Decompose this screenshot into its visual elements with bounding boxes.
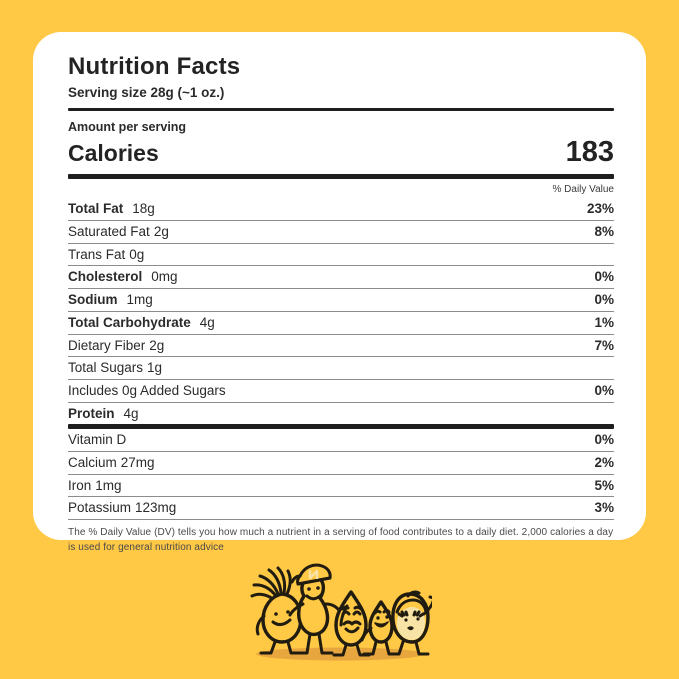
nutrient-daily-value: 0% [594,269,614,285]
nutrient-daily-value: 7% [594,337,614,353]
calories-row: Calories 183 [68,136,614,169]
nutrient-daily-value: 3% [594,500,614,516]
label-title: Nutrition Facts [68,53,241,80]
nutrient-row: Potassium 123mg 3% [68,497,614,521]
nutrient-daily-value: 8% [594,224,614,240]
nutrient-daily-value: 0% [594,432,614,448]
nutrient-amount: 0mg [151,269,178,285]
mascot-characters-svg [250,563,432,661]
nutrient-name: Total Fat [68,201,124,217]
nutrient-name: Total Carbohydrate [68,314,191,330]
nutrient-name: Protein [68,405,115,421]
nutrient-name: Calcium [68,454,117,470]
nutrient-name: Cholesterol [68,269,143,285]
nutrient-row: Sodium 1mg 0% [68,289,614,312]
nutrient-name: Sodium [68,292,118,308]
nutrient-name: Total Sugars [68,360,144,376]
serving-size: Serving size 28g (~1 oz.) [68,85,225,101]
nutrient-amount: 123mg [135,500,177,516]
mascot-spiky-seed [250,566,303,655]
divider-bar-top [68,108,614,112]
nutrient-daily-value: 0% [594,292,614,308]
nutrient-name: Dietary Fiber [68,337,146,353]
divider-bar-protein [68,424,614,430]
nutrient-amount: 18g [132,201,155,217]
nutrient-row: Trans Fat0g0% [68,244,614,267]
mascot-peanut-cap [288,563,343,655]
nutrient-daily-value: 0% [594,382,614,398]
nutrient-rows: Total Fat 18g 23% Saturated Fat 2g 8% Trans Fa… [68,198,614,521]
nutrient-amount: 1mg [95,477,122,493]
nutrient-daily-value: 23% [586,201,614,217]
mascot-illustration [248,552,432,664]
nutrition-facts-label: Nutrition Facts Serving size 28g (~1 oz.… [33,32,646,553]
nutrient-row: Calcium 27mg 2% [68,452,614,475]
mascot-hazelnut-girl [388,590,432,656]
nutrient-name: Saturated Fat [68,224,150,240]
nutrient-row: Saturated Fat 2g 8% [68,221,614,244]
nutrient-row: Includes 0g Added Sugars 0% [68,380,614,403]
nutrient-name: Includes 0g Added Sugars [68,382,226,398]
nutrient-row: Protein4g0% [68,403,614,425]
nutrient-amount: 2g [149,337,165,353]
daily-value-header: % Daily Value [552,184,614,196]
nutrient-name: Trans Fat [68,246,126,262]
calories-value: 183 [565,136,614,169]
nutrient-amount: 1g [147,360,163,376]
nutrient-amount: 4g [199,314,215,330]
nutrient-row: Total Sugars1g0% [68,357,614,380]
nutrient-name: Vitamin D [68,432,127,448]
nutrient-amount: 1mg [126,292,153,308]
nutrient-amount: 2g [153,224,169,240]
nutrient-row: Vitamin D 0% [68,429,614,452]
nutrient-amount: 4g [123,405,139,421]
nutrient-row: Iron 1mg 5% [68,475,614,498]
nutrient-name: Iron [68,477,92,493]
nutrient-row: Total Carbohydrate 4g 1% [68,312,614,335]
calories-label: Calories [68,140,159,167]
nutrient-row: Dietary Fiber 2g 7% [68,335,614,358]
nutrient-row: Total Fat 18g 23% [68,198,614,222]
nutrient-daily-value: 2% [594,454,614,470]
mascot-almond-mustache [332,590,371,657]
nutrient-amount: 27mg [120,454,155,470]
nutrient-daily-value: 5% [594,477,614,493]
nutrient-amount: 0g [129,246,145,262]
footnote: The % Daily Value (DV) tells you how muc… [68,527,614,553]
nutrient-row: Cholesterol 0mg 0% [68,266,614,290]
nutrient-daily-value: 1% [594,314,614,330]
divider-bar-calories [68,174,614,180]
amount-per-serving: Amount per serving [68,120,187,135]
nutrient-name: Potassium [68,500,132,516]
